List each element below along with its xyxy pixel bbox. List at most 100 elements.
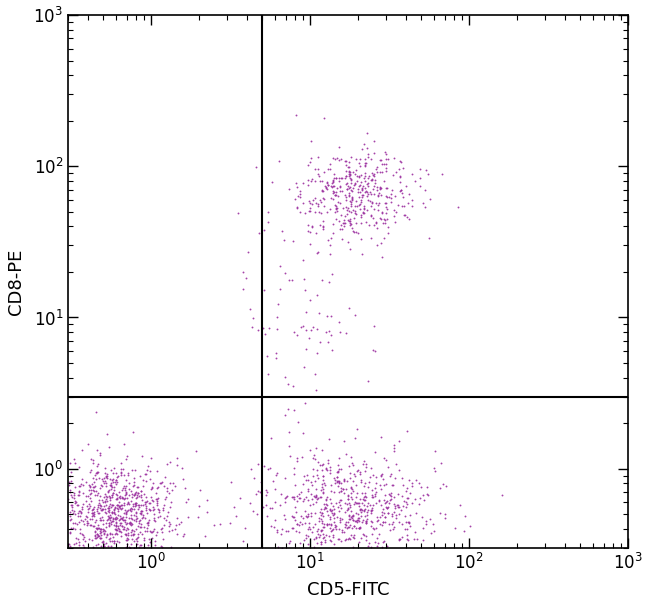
Point: [166, 498, 176, 507]
Point: [118, 500, 129, 510]
Point: [260, 330, 270, 339]
Point: [102, 473, 112, 482]
Point: [166, 485, 177, 495]
Point: [347, 511, 358, 521]
Point: [86, 488, 96, 498]
Point: [331, 201, 341, 211]
Point: [344, 511, 355, 521]
Point: [111, 475, 121, 485]
Point: [334, 498, 345, 507]
Point: [326, 486, 336, 496]
Point: [68, 539, 79, 549]
Point: [67, 500, 77, 510]
Point: [497, 490, 507, 500]
Point: [346, 175, 356, 184]
Point: [111, 512, 122, 522]
Point: [155, 478, 165, 488]
Point: [402, 534, 413, 544]
Point: [84, 534, 94, 544]
Point: [364, 538, 374, 547]
Point: [96, 505, 106, 515]
Point: [115, 493, 125, 502]
Point: [209, 520, 219, 530]
Point: [368, 470, 378, 480]
Point: [315, 337, 325, 347]
Point: [302, 525, 313, 534]
Point: [367, 529, 377, 539]
Point: [346, 194, 357, 204]
Point: [107, 516, 117, 526]
Point: [372, 516, 383, 526]
Point: [322, 500, 333, 510]
Point: [328, 228, 339, 238]
Point: [322, 180, 333, 190]
Point: [349, 521, 359, 530]
Point: [346, 201, 356, 210]
Point: [267, 503, 278, 513]
Point: [311, 228, 321, 238]
Point: [81, 511, 91, 521]
Point: [83, 505, 93, 514]
Point: [142, 517, 153, 527]
Point: [320, 502, 330, 511]
Point: [345, 170, 356, 180]
Point: [94, 527, 105, 536]
Point: [73, 537, 84, 547]
Point: [364, 221, 374, 230]
Point: [313, 169, 323, 179]
Point: [313, 199, 324, 209]
Point: [124, 478, 134, 488]
Point: [93, 500, 103, 510]
Point: [149, 513, 159, 522]
Point: [415, 164, 426, 174]
Point: [367, 503, 377, 513]
Point: [367, 505, 377, 514]
Point: [126, 506, 136, 516]
Point: [356, 197, 367, 207]
Point: [326, 505, 337, 515]
Point: [90, 474, 101, 484]
Point: [108, 488, 118, 498]
Point: [177, 531, 188, 541]
Point: [354, 523, 364, 533]
Point: [88, 509, 99, 519]
Point: [276, 227, 287, 236]
Point: [402, 530, 413, 540]
Point: [307, 195, 318, 205]
Point: [357, 193, 367, 202]
Point: [363, 173, 374, 183]
Point: [366, 211, 376, 221]
Point: [410, 527, 421, 537]
Point: [252, 510, 262, 519]
Point: [396, 533, 407, 542]
Point: [118, 525, 129, 534]
Point: [325, 240, 335, 250]
Point: [125, 539, 136, 548]
Point: [328, 176, 338, 186]
Point: [348, 532, 359, 542]
Point: [351, 508, 361, 518]
Point: [359, 496, 370, 505]
Point: [91, 524, 101, 533]
Point: [410, 494, 421, 504]
Point: [283, 404, 293, 414]
Point: [112, 501, 123, 510]
Point: [90, 517, 100, 527]
Point: [91, 407, 101, 417]
Point: [315, 493, 326, 502]
Point: [162, 487, 173, 496]
Point: [102, 529, 112, 539]
Point: [425, 195, 436, 204]
Point: [64, 539, 74, 549]
Point: [304, 180, 314, 190]
Point: [84, 482, 95, 491]
Point: [374, 183, 385, 193]
Point: [301, 530, 311, 540]
Point: [325, 164, 335, 174]
Point: [380, 215, 390, 225]
Point: [121, 529, 131, 539]
Point: [83, 507, 93, 516]
Point: [94, 502, 105, 512]
Point: [376, 501, 387, 510]
Point: [369, 220, 379, 230]
